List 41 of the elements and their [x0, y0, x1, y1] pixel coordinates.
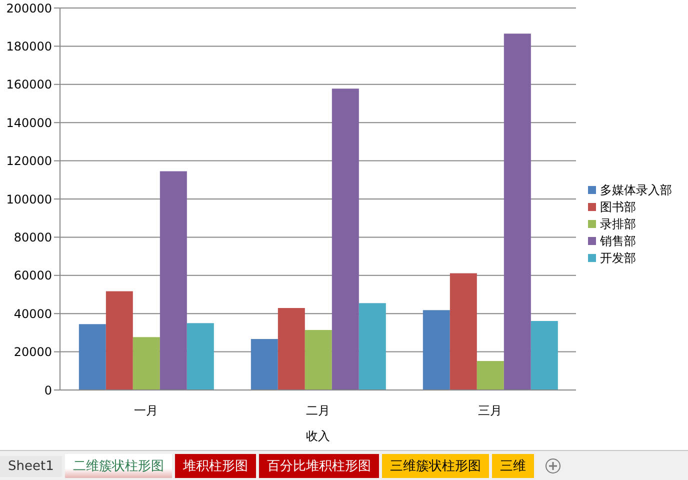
bar: [78, 324, 106, 390]
y-tick-label: 200000: [6, 1, 52, 16]
y-tick-label: 120000: [6, 154, 52, 168]
text: 三维: [492, 454, 534, 478]
bar: [358, 303, 386, 390]
x-tick-label: 一月: [134, 404, 158, 418]
y-tick-label: 20000: [14, 345, 52, 360]
y-tick-label: 140000: [6, 116, 52, 130]
y-tick-label: 40000: [14, 306, 52, 321]
bar: [250, 339, 278, 390]
y-tick-label: 160000: [6, 78, 52, 92]
bar: [160, 171, 187, 390]
x-axis-title: 收入: [306, 429, 330, 443]
bar: [278, 308, 305, 390]
y-tick-label: 100000: [6, 192, 52, 206]
bar: [422, 310, 450, 390]
y-tick-label: 180000: [6, 39, 52, 54]
y-tick-label: 60000: [14, 268, 52, 283]
text: 三维簇状柱形图: [382, 454, 489, 478]
bar: [132, 337, 160, 390]
bar: [106, 291, 133, 390]
bar: [530, 321, 558, 390]
bar: [504, 34, 531, 390]
legend-label: 图书部: [600, 200, 636, 214]
x-tick-label: 三月: [478, 404, 502, 418]
bar: [186, 323, 214, 390]
bar: [332, 88, 359, 390]
legend-label: 开发部: [600, 250, 636, 264]
legend-label: 销售部: [600, 234, 636, 248]
text: Sheet1: [0, 456, 62, 476]
text: 百分比堆积柱形图: [258, 454, 379, 478]
bar: [450, 273, 477, 390]
legend-label: 多媒体录入部: [600, 182, 672, 196]
bar: [304, 330, 332, 390]
y-tick-label: 0: [44, 383, 52, 398]
bar: [476, 360, 504, 390]
legend-label: 录排部: [600, 216, 636, 230]
text: 二维簇状柱形图: [64, 454, 172, 478]
x-tick-label: 二月: [306, 404, 330, 418]
text: 堆积柱形图: [174, 454, 256, 478]
y-tick-label: 80000: [14, 230, 52, 244]
